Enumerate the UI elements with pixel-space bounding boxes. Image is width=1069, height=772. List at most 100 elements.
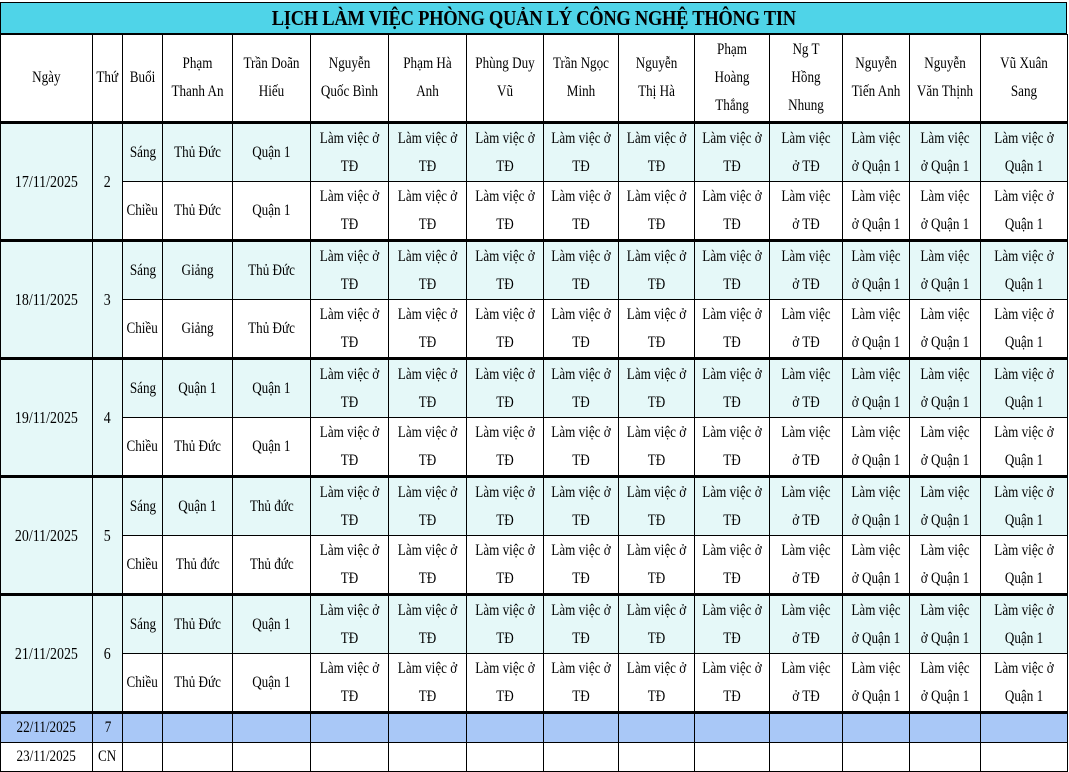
schedule-cell[interactable]: Làm việc ở TĐ (310, 535, 389, 595)
empty-cell[interactable] (842, 742, 910, 772)
schedule-cell[interactable]: Làm việc ở Quận 1 (980, 239, 1068, 300)
schedule-cell[interactable]: Làm việc ở Quận 1 (980, 475, 1068, 536)
schedule-cell[interactable]: Quận 1 (232, 593, 311, 654)
header-person[interactable]: Phạm Thanh An (162, 34, 233, 123)
schedule-cell[interactable]: Quận 1 (232, 653, 311, 713)
schedule-cell[interactable]: Làm việc ở Quận 1 (842, 417, 910, 477)
schedule-cell[interactable]: Làm việc ở TĐ (543, 121, 619, 182)
schedule-cell[interactable]: Làm việc ở Quận 1 (842, 299, 910, 359)
schedule-cell[interactable]: Làm việc ở Quận 1 (909, 239, 981, 300)
schedule-cell[interactable]: Làm việc ở TĐ (618, 357, 695, 418)
schedule-cell[interactable]: Làm việc ở TĐ (543, 357, 619, 418)
schedule-cell[interactable]: Thủ đức (232, 475, 311, 536)
empty-cell[interactable] (310, 711, 389, 743)
header-ngay[interactable]: Ngày (0, 34, 93, 123)
date-cell[interactable]: 21/11/2025 (0, 593, 93, 713)
schedule-cell[interactable]: Làm việc ở TĐ (694, 299, 770, 359)
empty-cell[interactable] (694, 711, 770, 743)
schedule-cell[interactable]: Thủ Đức (162, 121, 233, 182)
schedule-cell[interactable]: Làm việc ở Quận 1 (980, 181, 1068, 241)
empty-cell[interactable] (162, 742, 233, 772)
empty-cell[interactable] (162, 711, 233, 743)
schedule-cell[interactable]: Làm việc ở TĐ (466, 299, 544, 359)
schedule-cell[interactable]: Làm việc ở TĐ (543, 593, 619, 654)
schedule-cell[interactable]: Làm việc ở TĐ (769, 653, 843, 713)
schedule-cell[interactable]: Làm việc ở TĐ (388, 593, 467, 654)
schedule-cell[interactable]: Thủ đức (162, 535, 233, 595)
schedule-cell[interactable]: Làm việc ở TĐ (543, 299, 619, 359)
schedule-cell[interactable]: Làm việc ở Quận 1 (842, 593, 910, 654)
date-cell[interactable]: 18/11/2025 (0, 239, 93, 359)
schedule-cell[interactable]: Làm việc ở TĐ (618, 299, 695, 359)
schedule-cell[interactable]: Làm việc ở TĐ (618, 535, 695, 595)
date-cell[interactable]: 23/11/2025 (0, 742, 93, 772)
schedule-cell[interactable]: Làm việc ở Quận 1 (842, 475, 910, 536)
schedule-cell[interactable]: Làm việc ở Quận 1 (842, 535, 910, 595)
schedule-cell[interactable]: Làm việc ở TĐ (769, 593, 843, 654)
schedule-cell[interactable]: Làm việc ở TĐ (618, 181, 695, 241)
schedule-cell[interactable]: Làm việc ở TĐ (388, 299, 467, 359)
schedule-cell[interactable]: Làm việc ở TĐ (466, 181, 544, 241)
schedule-cell[interactable]: Làm việc ở TĐ (694, 417, 770, 477)
schedule-cell[interactable]: Làm việc ở TĐ (543, 535, 619, 595)
schedule-cell[interactable]: Làm việc ở TĐ (543, 181, 619, 241)
header-thu[interactable]: Thứ (92, 34, 123, 123)
schedule-cell[interactable]: Làm việc ở Quận 1 (909, 417, 981, 477)
schedule-cell[interactable]: Làm việc ở TĐ (310, 357, 389, 418)
schedule-cell[interactable]: Làm việc ở Quận 1 (909, 475, 981, 536)
schedule-cell[interactable]: Làm việc ở TĐ (310, 181, 389, 241)
schedule-cell[interactable]: Quận 1 (232, 417, 311, 477)
schedule-cell[interactable]: Làm việc ở Quận 1 (842, 357, 910, 418)
date-cell[interactable]: 22/11/2025 (0, 711, 93, 743)
schedule-cell[interactable]: Làm việc ở TĐ (769, 475, 843, 536)
header-person[interactable]: Ng T Hồng Nhung (769, 34, 843, 123)
schedule-cell[interactable]: Làm việc ở Quận 1 (909, 299, 981, 359)
schedule-cell[interactable]: Làm việc ở Quận 1 (842, 121, 910, 182)
empty-cell[interactable] (909, 742, 981, 772)
schedule-cell[interactable]: Làm việc ở TĐ (388, 417, 467, 477)
schedule-cell[interactable]: Thủ Đức (162, 593, 233, 654)
schedule-cell[interactable]: Làm việc ở Quận 1 (909, 653, 981, 713)
schedule-cell[interactable]: Làm việc ở TĐ (466, 239, 544, 300)
schedule-cell[interactable]: Làm việc ở TĐ (310, 653, 389, 713)
empty-cell[interactable] (980, 742, 1068, 772)
schedule-cell[interactable]: Làm việc ở TĐ (618, 475, 695, 536)
empty-cell[interactable] (909, 711, 981, 743)
empty-cell[interactable] (980, 711, 1068, 743)
schedule-cell[interactable]: Làm việc ở Quận 1 (980, 121, 1068, 182)
header-person[interactable]: Nguyễn Thị Hà (618, 34, 695, 123)
schedule-cell[interactable]: Làm việc ở TĐ (310, 593, 389, 654)
schedule-cell[interactable]: Làm việc ở TĐ (694, 535, 770, 595)
schedule-cell[interactable]: Làm việc ở TĐ (694, 239, 770, 300)
empty-cell[interactable] (122, 711, 163, 743)
schedule-cell[interactable]: Làm việc ở Quận 1 (909, 593, 981, 654)
header-person[interactable]: Nguyễn Tiến Anh (842, 34, 910, 123)
schedule-cell[interactable]: Làm việc ở TĐ (694, 475, 770, 536)
schedule-cell[interactable]: Làm việc ở TĐ (466, 121, 544, 182)
schedule-cell[interactable]: Làm việc ở Quận 1 (909, 121, 981, 182)
schedule-cell[interactable]: Làm việc ở TĐ (694, 653, 770, 713)
header-person[interactable]: Vũ Xuân Sang (980, 34, 1068, 123)
weekday-cell[interactable]: 5 (92, 475, 123, 595)
header-person[interactable]: Trần Doãn Hiếu (232, 34, 311, 123)
empty-cell[interactable] (388, 711, 467, 743)
schedule-cell[interactable]: Làm việc ở TĐ (388, 535, 467, 595)
empty-cell[interactable] (769, 711, 843, 743)
empty-cell[interactable] (694, 742, 770, 772)
schedule-cell[interactable]: Làm việc ở TĐ (388, 181, 467, 241)
empty-cell[interactable] (618, 711, 695, 743)
empty-cell[interactable] (466, 711, 544, 743)
schedule-cell[interactable]: Làm việc ở TĐ (310, 299, 389, 359)
schedule-cell[interactable]: Làm việc ở TĐ (769, 299, 843, 359)
schedule-cell[interactable]: Làm việc ở TĐ (388, 653, 467, 713)
weekday-cell[interactable]: 3 (92, 239, 123, 359)
schedule-cell[interactable]: Quận 1 (162, 357, 233, 418)
schedule-cell[interactable]: Giảng (162, 299, 233, 359)
empty-cell[interactable] (388, 742, 467, 772)
session-cell[interactable]: Sáng (122, 239, 163, 300)
schedule-cell[interactable]: Thủ đức (232, 535, 311, 595)
schedule-cell[interactable]: Làm việc ở TĐ (388, 239, 467, 300)
schedule-cell[interactable]: Thủ Đức (232, 299, 311, 359)
schedule-cell[interactable]: Làm việc ở TĐ (694, 593, 770, 654)
schedule-cell[interactable]: Làm việc ở TĐ (466, 653, 544, 713)
